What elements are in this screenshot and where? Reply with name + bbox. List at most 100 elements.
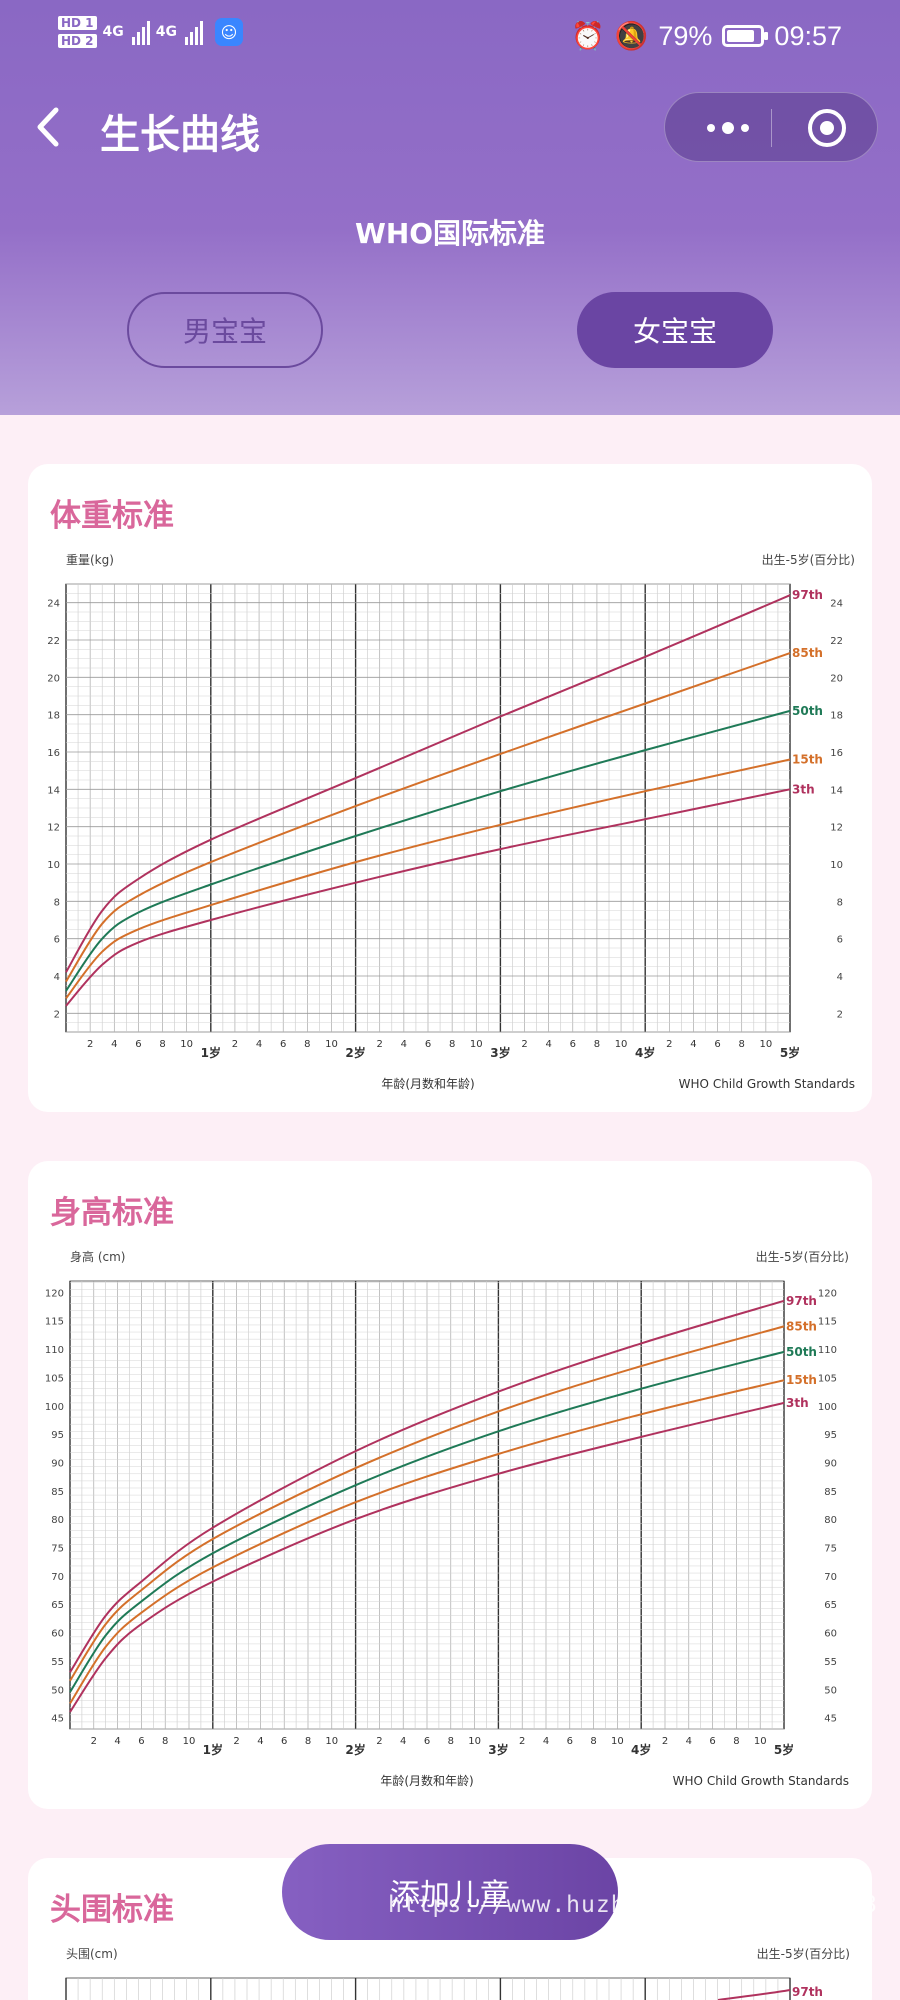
chart-source: WHO Child Growth Standards [679, 1077, 855, 1091]
x-tick-label: 2 [521, 1039, 527, 1050]
y-tick-label-right: 55 [824, 1657, 837, 1668]
x-tick-label: 4 [690, 1039, 696, 1050]
x-tick-label: 6 [570, 1039, 576, 1050]
y-tick-label-right: 50 [824, 1685, 837, 1696]
x-tick-label: 10 [611, 1736, 624, 1747]
signal-icon [185, 19, 203, 45]
card-title: 体重标准 [50, 498, 174, 534]
y-tick-label-left: 70 [51, 1572, 64, 1583]
x-tick-label: 8 [162, 1736, 168, 1747]
x-tick-label: 2 [662, 1736, 668, 1747]
chart-subtitle: 出生-5岁(百分比) [756, 1249, 849, 1264]
girl-tab[interactable]: 女宝宝 [577, 292, 773, 368]
miniprogram-capsule [664, 92, 878, 162]
y-tick-label-right: 45 [824, 1714, 837, 1725]
x-tick-label: 2岁 [345, 1742, 365, 1757]
y-tick-label-right: 22 [830, 636, 843, 647]
head-chart: 头围(cm) 出生-5岁(百分比) 97th [65, 1946, 850, 2000]
x-tick-label: 10 [754, 1736, 767, 1747]
y-tick-label-right: 95 [824, 1430, 837, 1441]
series-line-3th [69, 1401, 785, 1713]
x-tick-label: 2 [376, 1736, 382, 1747]
x-tick-label: 10 [180, 1039, 193, 1050]
header: HD 1 HD 2 4G 4G ☺ ⏰ 🔕 79% 09:57 生长曲线 WHO… [0, 0, 900, 415]
x-tick-label: 8 [449, 1039, 455, 1050]
y-tick-label-left: 16 [47, 748, 60, 759]
y-tick-label-left: 80 [51, 1515, 64, 1526]
x-tick-label: 4 [400, 1736, 406, 1747]
hd2-badge: HD 2 [58, 34, 97, 48]
x-tick-label: 5岁 [780, 1045, 800, 1060]
more-button[interactable] [693, 93, 763, 163]
y-tick-label-right: 6 [837, 935, 843, 946]
series-line-97th [717, 1989, 791, 2000]
series-label-15th: 15th [786, 1373, 817, 1387]
y-tick-label-right: 105 [818, 1373, 837, 1384]
series-label-97th: 97th [786, 1294, 817, 1308]
y-tick-label-left: 20 [47, 673, 60, 684]
y-tick-label-right: 80 [824, 1515, 837, 1526]
y-tick-label-left: 4 [54, 972, 60, 983]
y-tick-label-left: 115 [45, 1317, 64, 1328]
x-tick-label: 3岁 [490, 1045, 510, 1060]
capsule-divider [771, 109, 772, 147]
y-tick-label-left: 120 [45, 1288, 64, 1299]
x-tick-label: 2岁 [345, 1045, 365, 1060]
series-line-85th [65, 652, 791, 983]
x-tick-label: 2 [87, 1039, 93, 1050]
x-tick-label: 2 [232, 1039, 238, 1050]
y-tick-label-right: 70 [824, 1572, 837, 1583]
x-tick-label: 2 [91, 1736, 97, 1747]
x-tick-label: 6 [714, 1039, 720, 1050]
series-line-97th [65, 594, 791, 973]
x-tick-label: 6 [280, 1039, 286, 1050]
y-tick-label-right: 85 [824, 1487, 837, 1498]
add-child-button[interactable]: 添加儿童 [282, 1844, 618, 1940]
y-tick-label-right: 16 [830, 748, 843, 759]
x-tick-label: 10 [183, 1736, 196, 1747]
series-label-3th: 3th [786, 1396, 809, 1410]
y-tick-label-right: 12 [830, 823, 843, 834]
series-label-85th: 85th [792, 646, 823, 660]
y-tick-label-right: 120 [818, 1288, 837, 1299]
page-title: 生长曲线 [100, 112, 260, 158]
network-type-2: 4G [155, 24, 177, 40]
y-tick-label-right: 20 [830, 673, 843, 684]
battery-percent: 79% [658, 20, 713, 51]
x-tick-label: 6 [424, 1736, 430, 1747]
y-tick-label-left: 24 [47, 599, 60, 610]
y-tick-label-left: 45 [51, 1714, 64, 1725]
x-tick-label: 10 [615, 1039, 628, 1050]
watermark: https://www.huzhan.com/ishop44453 [388, 1892, 878, 1918]
y-tick-label-right: 110 [818, 1345, 837, 1356]
x-tick-label: 4 [545, 1039, 551, 1050]
close-target-icon[interactable] [808, 109, 846, 147]
x-tick-label: 10 [468, 1736, 481, 1747]
mute-icon: 🔕 [614, 21, 649, 51]
y-tick-label-right: 100 [818, 1402, 837, 1413]
x-tick-label: 6 [281, 1736, 287, 1747]
x-tick-label: 4 [686, 1736, 692, 1747]
boy-tab[interactable]: 男宝宝 [127, 292, 323, 368]
x-tick-label: 8 [448, 1736, 454, 1747]
x-tick-label: 4 [111, 1039, 117, 1050]
back-button[interactable] [32, 104, 72, 154]
y-tick-label-left: 2 [54, 1009, 60, 1020]
x-tick-label: 6 [425, 1039, 431, 1050]
series-label-50th: 50th [786, 1345, 817, 1359]
y-tick-label-left: 85 [51, 1487, 64, 1498]
y-tick-label-left: 18 [47, 711, 60, 722]
y-tick-label-right: 8 [837, 897, 843, 908]
series-line-50th [65, 709, 791, 992]
hd-indicators: HD 1 HD 2 [58, 16, 97, 48]
series-label-85th: 85th [786, 1319, 817, 1333]
x-tick-label: 8 [594, 1039, 600, 1050]
series-line-3th [65, 788, 791, 1007]
y-tick-label-right: 24 [830, 599, 843, 610]
y-tick-label-left: 110 [45, 1345, 64, 1356]
x-tick-label: 2 [666, 1039, 672, 1050]
x-tick-label: 8 [590, 1736, 596, 1747]
y-tick-label-left: 14 [47, 785, 60, 796]
x-tick-label: 8 [159, 1039, 165, 1050]
status-bar: HD 1 HD 2 4G 4G ☺ ⏰ 🔕 79% 09:57 [0, 14, 900, 64]
